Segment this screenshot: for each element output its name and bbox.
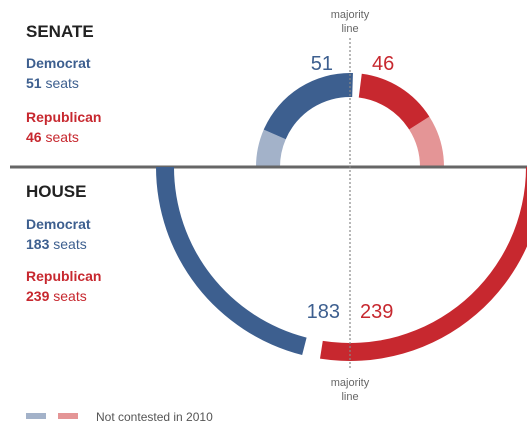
house-rep-seats-number: 239 — [26, 288, 50, 304]
house-dem-seats-arc — [156, 167, 307, 356]
senate-dem-center-label: 51 — [311, 53, 333, 75]
house-rep-name: Republican — [26, 268, 101, 284]
senate-rep-center-label: 46 — [372, 53, 394, 75]
majority-line-label-top-2: line — [341, 23, 358, 35]
house-title: HOUSE — [26, 182, 86, 201]
senate-dem-contested — [263, 72, 353, 140]
house-rep-seats: 239 seats — [26, 288, 87, 304]
senate-rep-not-contested — [409, 116, 444, 167]
house-dem-seats-number: 183 — [26, 236, 50, 252]
majority-line-label-bottom-1: majority — [331, 377, 370, 389]
senate-arc — [256, 72, 444, 167]
house-rep-seats-unit: seats — [53, 288, 86, 304]
house-dem-seats-unit: seats — [53, 236, 86, 252]
senate-dem-name: Democrat — [26, 55, 91, 71]
house-dem-name: Democrat — [26, 216, 91, 232]
house-arc — [156, 167, 527, 361]
house-rep-center-label: 239 — [360, 301, 393, 323]
legend-swatch-rep-light — [58, 413, 78, 419]
senate-dem-seats-number: 51 — [26, 75, 42, 91]
senate-title: SENATE — [26, 22, 94, 41]
legend-swatch-dem-light — [26, 413, 46, 419]
senate-rep-seats: 46 seats — [26, 129, 79, 145]
senate-rep-seats-unit: seats — [45, 129, 78, 145]
senate-dem-seats-unit: seats — [45, 75, 78, 91]
legend-label: Not contested in 2010 — [96, 410, 213, 424]
senate-dem-not-contested — [256, 129, 286, 167]
senate-rep-seats-number: 46 — [26, 129, 42, 145]
senate-rep-name: Republican — [26, 109, 101, 125]
majority-line-label-bottom-2: line — [341, 391, 358, 403]
house-rep-seats-arc — [319, 167, 527, 361]
house-dem-center-label: 183 — [307, 301, 340, 323]
house-dem-seats: 183 seats — [26, 236, 87, 252]
senate-dem-seats: 51 seats — [26, 75, 79, 91]
senate-rep-contested — [358, 73, 430, 130]
majority-line-label-top-1: majority — [331, 9, 370, 21]
